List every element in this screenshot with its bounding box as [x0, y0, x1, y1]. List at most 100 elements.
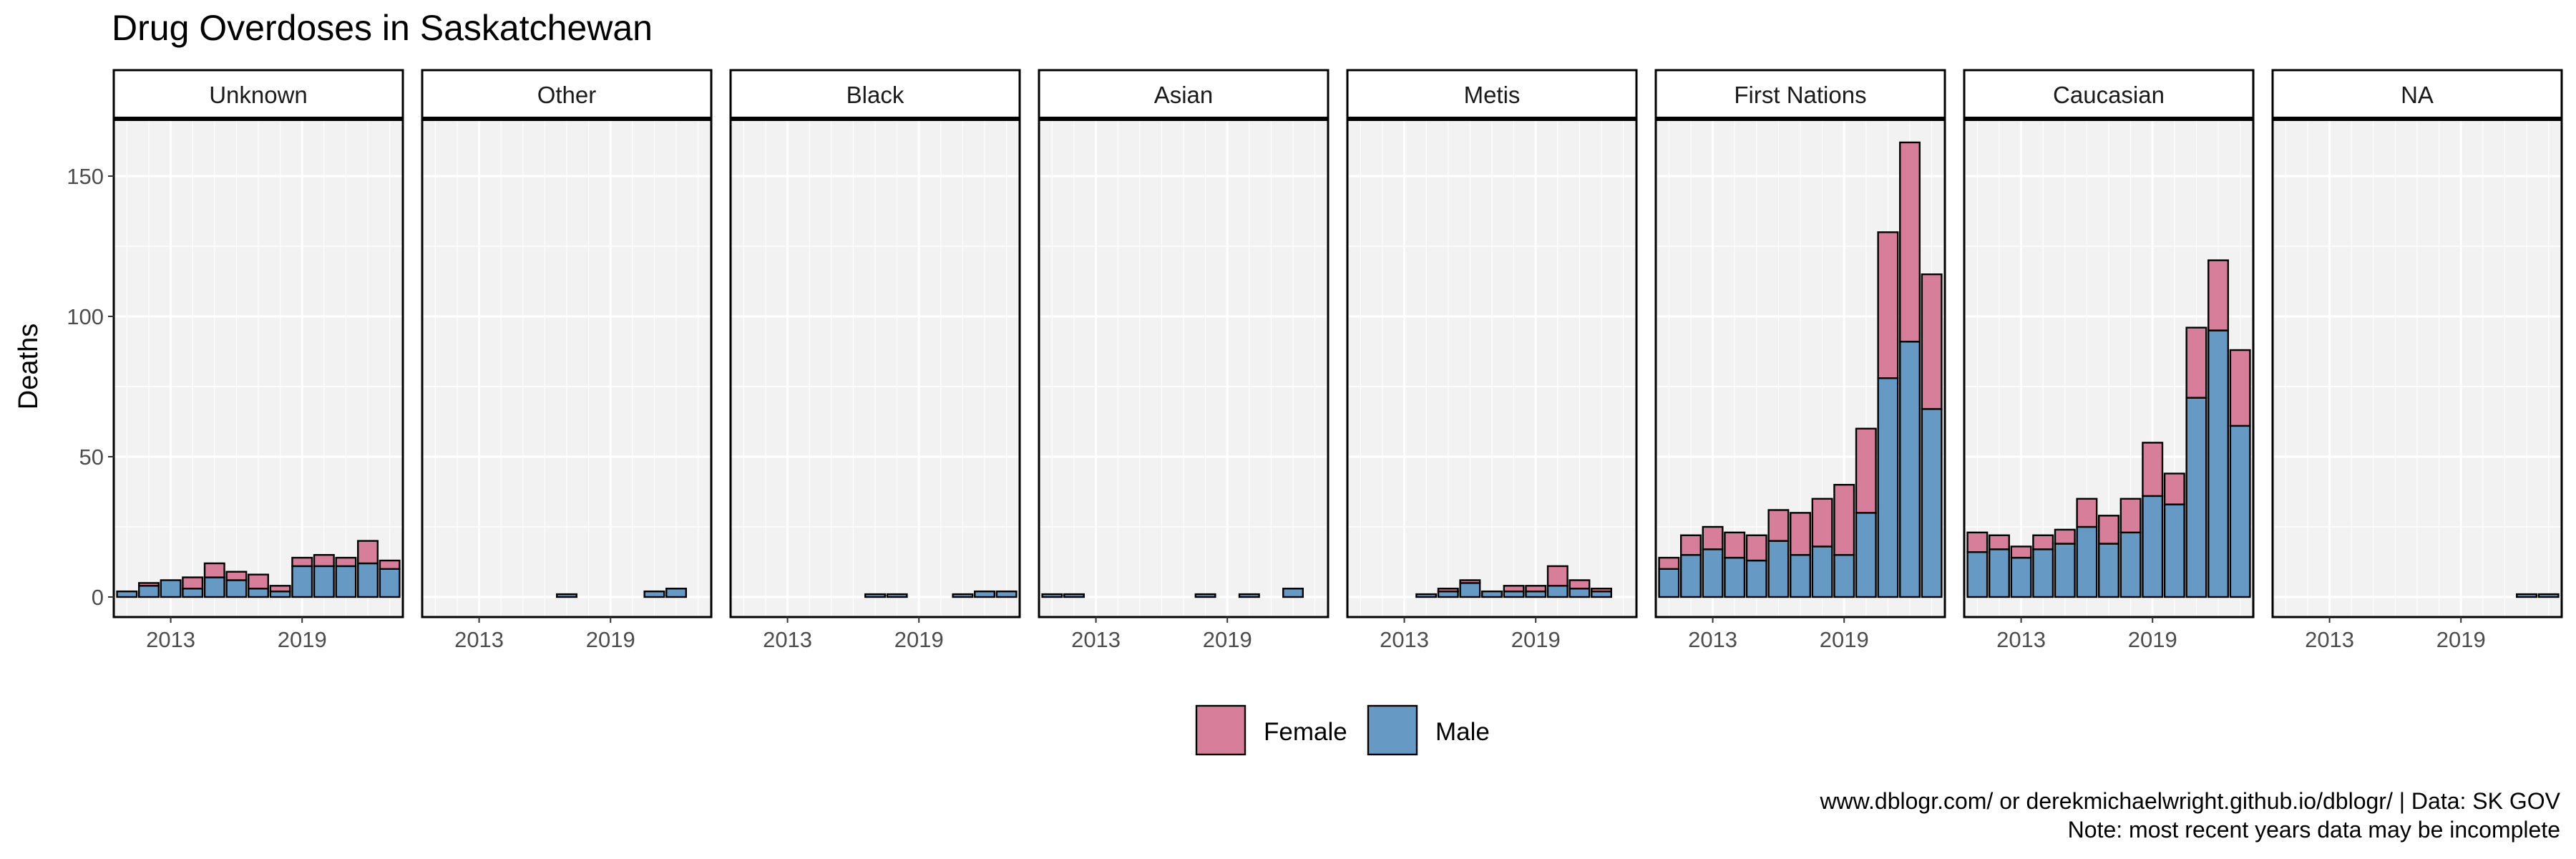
x-tick-label: 2013 — [1996, 627, 2046, 652]
bar-female-first-nations-2015 — [1745, 534, 1767, 562]
legend-item-male: Male — [1367, 704, 1490, 756]
bar-male-caucasian-2016 — [2076, 525, 2098, 598]
bar-male-first-nations-2017 — [1790, 554, 1811, 598]
bar-male-first-nations-2020 — [1855, 512, 1877, 598]
x-tick-label: 2013 — [2305, 627, 2354, 652]
bar-male-caucasian-2013 — [2010, 556, 2032, 598]
bar-male-metis-2021 — [1568, 588, 1591, 598]
bar-male-first-nations-2012 — [1679, 554, 1702, 598]
bar-male-first-nations-2016 — [1767, 540, 1790, 598]
bar-male-caucasian-2018 — [2119, 531, 2142, 598]
bar-male-first-nations-2018 — [1811, 545, 1833, 598]
bar-female-caucasian-2015 — [2054, 528, 2076, 545]
panel-caucasian: Caucasian 2013 2019 — [1963, 69, 2255, 652]
bar-male-unknown-2016 — [225, 579, 248, 598]
bar-female-metis-2018 — [1503, 585, 1525, 593]
y-tick-label: 50 — [79, 445, 104, 470]
bar-male-asian-2018 — [1194, 593, 1216, 598]
caption-note: Note: most recent years data may be inco… — [2068, 817, 2560, 843]
bar-male-caucasian-2021 — [2185, 397, 2207, 598]
bar-male-unknown-2022 — [357, 562, 379, 598]
bar-male-first-nations-2021 — [1877, 377, 1899, 598]
bar-female-unknown-2022 — [357, 540, 379, 565]
bar-female-unknown-2021 — [335, 556, 357, 568]
bar-male-unknown-2015 — [203, 576, 225, 598]
bar-female-metis-2019 — [1525, 585, 1547, 593]
bar-female-metis-2015 — [1437, 588, 1459, 593]
bar-male-unknown-2020 — [313, 565, 335, 598]
bar-male-first-nations-2022 — [1899, 341, 1921, 598]
bar-male-unknown-2017 — [248, 588, 269, 598]
bar-male-unknown-2013 — [160, 579, 182, 598]
bar-female-unknown-2019 — [291, 556, 313, 568]
bar-female-first-nations-2020 — [1855, 427, 1877, 514]
bar-male-caucasian-2019 — [2142, 495, 2164, 598]
bar-female-unknown-2020 — [313, 554, 335, 568]
bar-male-caucasian-2017 — [2098, 543, 2119, 598]
panel-asian: Asian 2013 2019 — [1038, 69, 1330, 652]
facet-label: First Nations — [1734, 82, 1866, 108]
bar-female-first-nations-2012 — [1679, 534, 1702, 556]
bar-female-metis-2016 — [1459, 579, 1481, 584]
bar-male-unknown-2011 — [116, 590, 138, 598]
bar-male-caucasian-2022 — [2207, 329, 2230, 598]
bar-female-caucasian-2017 — [2098, 515, 2119, 545]
bar-male-metis-2020 — [1546, 585, 1568, 598]
bar-female-caucasian-2021 — [2185, 326, 2207, 399]
y-axis: 0 50 100 150 — [67, 164, 114, 610]
chart-title: Drug Overdoses in Saskatchewan — [112, 8, 653, 48]
bar-male-unknown-2021 — [335, 565, 357, 598]
x-tick-label: 2013 — [1071, 627, 1121, 652]
y-axis-label: Deaths — [14, 324, 44, 409]
bar-male-caucasian-2015 — [2054, 543, 2076, 598]
facet-label: Asian — [1154, 82, 1214, 108]
bar-female-caucasian-2023 — [2229, 349, 2251, 427]
bar-male-unknown-2012 — [137, 585, 160, 598]
x-tick-label: 2019 — [278, 627, 327, 652]
x-tick-label: 2019 — [1203, 627, 1252, 652]
facet-strip — [421, 69, 713, 120]
bar-female-metis-2022 — [1591, 588, 1613, 593]
panel-other: Other 2013 2019 — [421, 69, 713, 652]
facet-label: Other — [537, 82, 597, 108]
legend-swatch — [1367, 704, 1418, 756]
facet-label: Unknown — [209, 82, 308, 108]
bar-male-caucasian-2014 — [2032, 548, 2054, 598]
facet-label: Caucasian — [2053, 82, 2165, 108]
bar-female-caucasian-2013 — [2010, 545, 2032, 559]
bar-male-black-2017 — [864, 593, 886, 598]
bar-male-caucasian-2012 — [1988, 548, 2010, 598]
x-tick-label: 2019 — [2436, 627, 2486, 652]
x-tick-label: 2019 — [2128, 627, 2177, 652]
bar-male-unknown-2019 — [291, 565, 313, 598]
x-tick-label: 2013 — [146, 627, 195, 652]
bar-female-first-nations-2016 — [1767, 509, 1790, 542]
facet-strip — [1963, 69, 2255, 120]
bar-female-first-nations-2011 — [1658, 556, 1680, 570]
bar-female-unknown-2016 — [225, 571, 248, 581]
x-tick-label: 2019 — [586, 627, 635, 652]
bar-male-caucasian-2023 — [2229, 424, 2251, 598]
bar-male-metis-2017 — [1481, 590, 1503, 598]
y-tick-label: 0 — [92, 585, 104, 610]
x-tick-label: 2013 — [763, 627, 812, 652]
facet-strip — [1038, 69, 1330, 120]
bar-male-first-nations-2011 — [1658, 568, 1680, 598]
bar-male-first-nations-2015 — [1745, 559, 1767, 598]
panel-na: NA 2013 2019 — [2271, 69, 2563, 652]
bar-female-first-nations-2014 — [1724, 531, 1746, 559]
x-tick-label: 2013 — [1380, 627, 1429, 652]
bar-male-first-nations-2013 — [1702, 548, 1724, 598]
bar-male-na-2023 — [2537, 593, 2560, 598]
facet-label: Black — [847, 82, 904, 108]
bar-female-first-nations-2019 — [1833, 484, 1855, 556]
bar-female-caucasian-2012 — [1988, 534, 2010, 550]
bar-female-caucasian-2019 — [2142, 442, 2164, 498]
legend-swatch — [1195, 704, 1246, 756]
panel-black: Black 2013 2019 — [729, 69, 1021, 652]
bar-male-metis-2014 — [1415, 593, 1438, 598]
x-tick-label: 2013 — [1688, 627, 1737, 652]
bar-male-asian-2022 — [1282, 588, 1304, 598]
